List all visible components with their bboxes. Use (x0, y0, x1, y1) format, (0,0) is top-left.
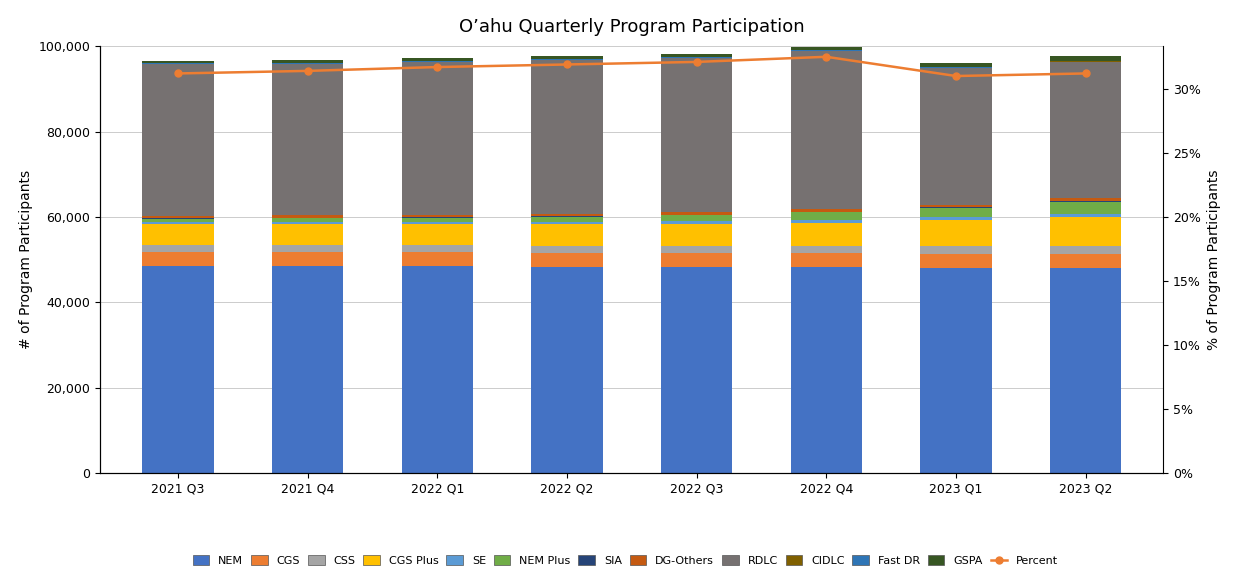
Bar (921, 218, 992, 220)
Bar (402, 217, 473, 218)
Bar (271, 224, 343, 245)
Bar (921, 205, 992, 207)
Bar (402, 267, 473, 473)
Bar (271, 222, 343, 224)
Bar (143, 266, 214, 473)
Bar (791, 246, 862, 253)
Percent (948, 73, 963, 80)
Bar (143, 61, 214, 63)
Bar (532, 60, 603, 213)
Bar (791, 223, 862, 246)
Bar (661, 54, 732, 57)
Bar (532, 222, 603, 224)
Bar (532, 253, 603, 267)
Bar (143, 216, 214, 218)
Bar (921, 220, 992, 246)
Bar (1050, 246, 1121, 254)
Title: Oʼahu Quarterly Program Participation: Oʼahu Quarterly Program Participation (459, 18, 804, 36)
Bar (921, 67, 992, 68)
Bar (402, 218, 473, 222)
Bar (271, 61, 343, 63)
Bar (661, 224, 732, 246)
Bar (143, 63, 214, 64)
Bar (791, 209, 862, 212)
Bar (921, 68, 992, 205)
Bar (921, 268, 992, 473)
Bar (402, 252, 473, 267)
Bar (402, 61, 473, 62)
Bar (661, 246, 732, 253)
Percent (1078, 70, 1093, 77)
Bar (1050, 57, 1121, 61)
Bar (143, 218, 214, 219)
Bar (143, 245, 214, 252)
Bar (661, 215, 732, 221)
Bar (1050, 268, 1121, 473)
Bar (791, 220, 862, 223)
Bar (532, 267, 603, 473)
Bar (402, 58, 473, 61)
Bar (271, 215, 343, 218)
Bar (1050, 254, 1121, 268)
Bar (143, 222, 214, 224)
Percent (689, 58, 704, 65)
Bar (1050, 216, 1121, 246)
Bar (791, 47, 862, 50)
Bar (402, 215, 473, 217)
Percent (559, 61, 574, 68)
Bar (921, 208, 992, 218)
Bar (661, 58, 732, 212)
Bar (532, 246, 603, 253)
Bar (1050, 213, 1121, 216)
Bar (1050, 201, 1121, 213)
Bar (532, 213, 603, 216)
Bar (143, 252, 214, 266)
Bar (402, 224, 473, 245)
Bar (791, 51, 862, 209)
Line: Percent: Percent (174, 53, 1090, 80)
Bar (532, 224, 603, 246)
Bar (402, 62, 473, 215)
Legend: NEM, CGS, CSS, CGS Plus, SE, NEM Plus, SIA, DG-Others, RDLC, CIDLC, Fast DR, GSP: NEM, CGS, CSS, CGS Plus, SE, NEM Plus, S… (188, 550, 1063, 571)
Bar (791, 267, 862, 473)
Bar (143, 224, 214, 245)
Bar (921, 63, 992, 67)
Bar (1050, 62, 1121, 198)
Bar (532, 56, 603, 59)
Y-axis label: # of Program Participants: # of Program Participants (19, 170, 33, 349)
Bar (1050, 198, 1121, 201)
Bar (143, 64, 214, 216)
Bar (921, 254, 992, 268)
Percent (430, 63, 445, 70)
Bar (791, 212, 862, 220)
Bar (271, 64, 343, 215)
Bar (271, 245, 343, 252)
Bar (271, 267, 343, 473)
Bar (402, 245, 473, 252)
Y-axis label: % of Program Participants: % of Program Participants (1206, 170, 1221, 350)
Bar (661, 253, 732, 267)
Bar (402, 222, 473, 224)
Percent (818, 53, 833, 60)
Bar (532, 216, 603, 222)
Bar (791, 253, 862, 267)
Bar (661, 267, 732, 473)
Bar (661, 57, 732, 58)
Bar (921, 246, 992, 254)
Bar (921, 207, 992, 208)
Bar (661, 221, 732, 224)
Bar (661, 212, 732, 215)
Bar (271, 252, 343, 267)
Bar (143, 219, 214, 222)
Percent (300, 68, 315, 74)
Bar (791, 50, 862, 51)
Bar (271, 218, 343, 222)
Percent (170, 70, 185, 77)
